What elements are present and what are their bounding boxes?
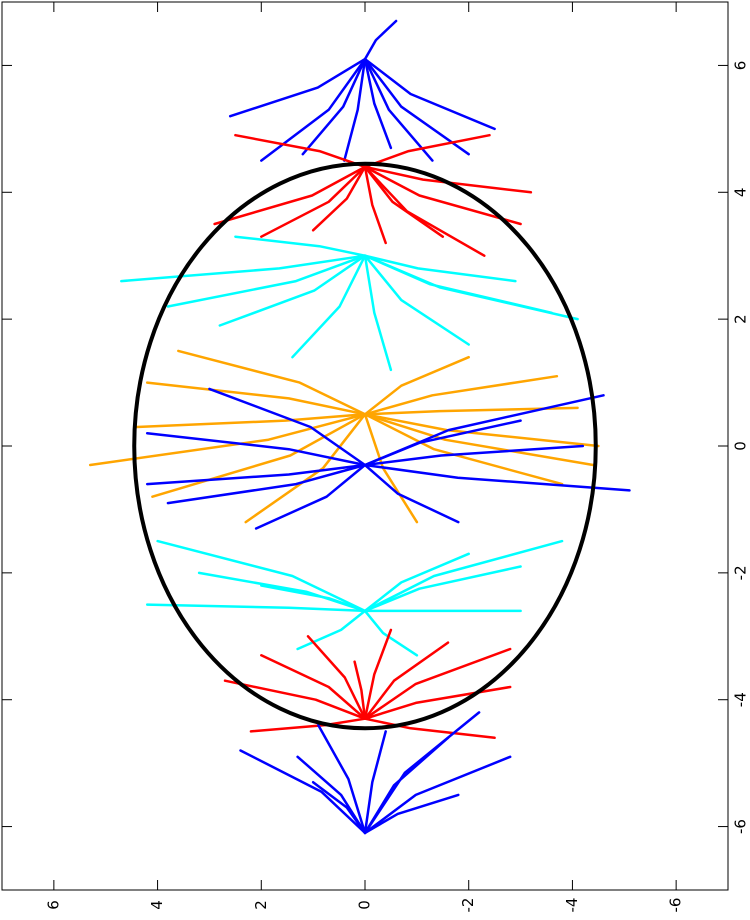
trajectory bbox=[363, 711, 481, 835]
trajectory bbox=[363, 57, 496, 131]
trajectory bbox=[363, 374, 559, 416]
trajectory bbox=[120, 254, 367, 283]
trajectory bbox=[363, 165, 486, 257]
trajectory bbox=[291, 254, 367, 359]
x-tick-label: -2 bbox=[459, 898, 477, 913]
trajectory bbox=[363, 609, 419, 657]
trajectory bbox=[363, 19, 398, 61]
trajectory bbox=[363, 57, 470, 156]
x-tick-label: 0 bbox=[356, 900, 374, 910]
x-tick-label: 2 bbox=[252, 900, 270, 910]
trajectory bbox=[363, 463, 631, 492]
trajectory bbox=[151, 413, 367, 498]
trajectory bbox=[363, 793, 460, 835]
trajectory bbox=[145, 432, 367, 467]
trajectory bbox=[228, 57, 367, 118]
trajectory bbox=[363, 254, 553, 315]
y-tick-label: 0 bbox=[732, 441, 750, 451]
trajectory bbox=[363, 254, 470, 346]
trajectory bbox=[166, 254, 367, 308]
y-tick-label: -2 bbox=[732, 565, 750, 580]
trajectory bbox=[363, 57, 393, 150]
trajectory bbox=[296, 609, 367, 651]
trajectory bbox=[343, 57, 367, 162]
trajectory bbox=[363, 254, 579, 321]
trajectory bbox=[260, 165, 367, 238]
boundary-circle bbox=[132, 161, 598, 731]
trajectory bbox=[363, 647, 512, 720]
trajectory bbox=[208, 387, 367, 467]
trajectory bbox=[145, 463, 367, 486]
y-tick-label: 4 bbox=[732, 188, 750, 198]
trajectory bbox=[218, 254, 367, 327]
trajectory bbox=[317, 723, 367, 835]
trajectory bbox=[363, 133, 491, 169]
trajectory bbox=[234, 235, 367, 257]
x-tick-label: -6 bbox=[667, 898, 685, 913]
trajectory bbox=[244, 413, 367, 524]
plot-frame bbox=[1, 1, 729, 891]
trajectory bbox=[88, 413, 367, 467]
trajectory bbox=[363, 406, 579, 416]
trajectory bbox=[363, 165, 387, 245]
trajectory bbox=[363, 552, 470, 613]
trajectory bbox=[363, 254, 517, 283]
trajectory bbox=[363, 717, 496, 740]
trajectory bbox=[311, 780, 367, 835]
x-tick-label: -4 bbox=[563, 898, 581, 913]
trajectory bbox=[239, 749, 367, 835]
trajectory bbox=[260, 654, 367, 720]
trajectory bbox=[363, 730, 387, 835]
trajectory bbox=[166, 463, 367, 505]
trajectory bbox=[353, 660, 367, 720]
trajectory bbox=[363, 165, 522, 226]
trajectory bbox=[363, 539, 564, 613]
trajectory bbox=[145, 603, 367, 613]
trajectory bbox=[223, 679, 367, 720]
trajectory bbox=[363, 394, 605, 467]
trajectory bbox=[363, 413, 564, 486]
trajectory bbox=[363, 628, 393, 720]
trajectory bbox=[363, 641, 450, 720]
x-tick-label: 6 bbox=[44, 900, 62, 910]
trajectory bbox=[363, 413, 595, 467]
trajectory bbox=[213, 165, 367, 226]
trajectory bbox=[260, 584, 367, 613]
trajectory bbox=[254, 463, 367, 530]
y-tick-label: -6 bbox=[732, 819, 750, 834]
trajectory bbox=[177, 349, 367, 416]
trajectory bbox=[135, 413, 367, 429]
trajectory bbox=[363, 463, 460, 524]
y-tick-label: 6 bbox=[732, 61, 750, 71]
trajectory bbox=[363, 165, 445, 238]
y-tick-label: -4 bbox=[732, 692, 750, 707]
trajectory bbox=[363, 565, 522, 613]
trajectory bbox=[234, 133, 367, 169]
trajectory bbox=[363, 419, 522, 467]
trajectory bbox=[363, 57, 434, 162]
trajectory bbox=[363, 444, 585, 467]
trajectory bbox=[301, 57, 367, 156]
trajectory bbox=[363, 165, 533, 194]
trajectory bbox=[306, 635, 367, 720]
x-tick-label: 4 bbox=[148, 900, 166, 910]
y-tick-label: 2 bbox=[732, 314, 750, 324]
trajectory bbox=[363, 755, 512, 835]
trajectory bbox=[363, 736, 450, 835]
trajectory bbox=[363, 254, 393, 372]
trajectory bbox=[156, 539, 367, 613]
trajectory bbox=[363, 355, 470, 416]
trajectory bbox=[145, 381, 367, 416]
trajectory bbox=[311, 165, 367, 232]
